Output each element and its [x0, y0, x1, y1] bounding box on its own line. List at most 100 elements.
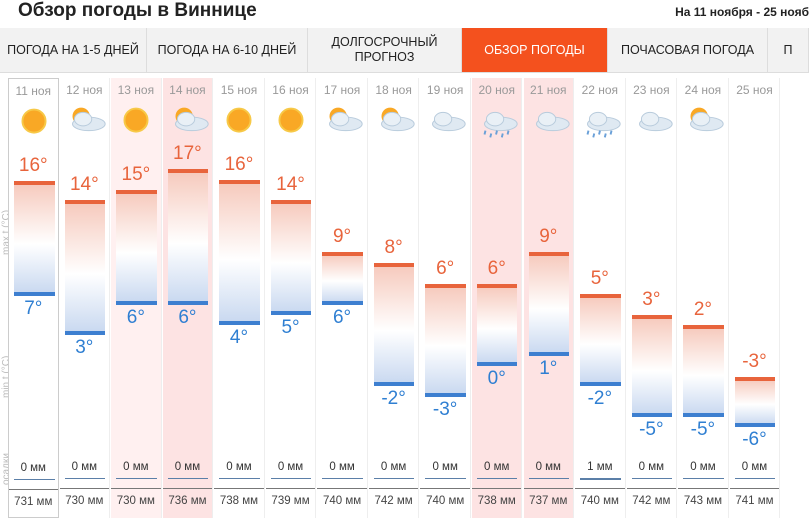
date: 18 ноя — [375, 83, 412, 97]
temp-bar — [167, 171, 209, 303]
precipitation: 0 мм — [484, 461, 510, 473]
max-line — [631, 314, 673, 319]
pressure: 730 мм — [65, 495, 104, 507]
min-line — [631, 413, 673, 417]
pressure: 741 мм — [735, 495, 774, 507]
min-line — [116, 300, 157, 305]
divider — [111, 488, 161, 489]
divider — [9, 489, 58, 490]
day-column: 21 ноя 9° 1° 0 мм 737 мм — [523, 78, 575, 518]
temp-bar — [580, 296, 621, 385]
max-temp: 14° — [276, 174, 305, 196]
date: 24 ноя — [684, 83, 722, 97]
max-temp: 16° — [224, 153, 254, 175]
day-column: 18 ноя 8° -2° 0 мм 742 мм — [368, 78, 420, 518]
max-temp: 8° — [384, 236, 403, 258]
max-line — [14, 180, 55, 185]
precipitation: 0 мм — [71, 461, 98, 473]
temp-bar — [270, 202, 312, 313]
pressure: 740 мм — [322, 495, 362, 507]
min-temp: 7° — [24, 297, 43, 319]
min-temp: -2° — [587, 388, 613, 410]
divider — [162, 488, 213, 489]
divider — [265, 488, 316, 489]
weather-icon — [163, 100, 213, 144]
temp-bar — [734, 379, 776, 426]
precipitation: 0 мм — [432, 461, 458, 473]
pressure: 730 мм — [116, 495, 155, 507]
max-line — [683, 325, 724, 330]
divider — [420, 488, 470, 489]
max-temp: 9° — [332, 226, 352, 248]
precipitation: 0 мм — [638, 461, 665, 473]
temp-bar — [14, 182, 55, 294]
max-line — [219, 179, 260, 184]
pressure: 738 мм — [219, 495, 259, 507]
max-temp: 14° — [69, 174, 99, 196]
tab[interactable]: ПОЧАСОВАЯ ПОГОДА — [608, 28, 768, 72]
day-column: 16 ноя 14° 5° 0 мм 739 мм — [265, 78, 317, 518]
pressure: 743 мм — [683, 495, 723, 507]
weather-icon — [575, 100, 625, 144]
min-line — [425, 392, 466, 397]
tab[interactable]: ПОГОДА НА 1-5 ДНЕЙ — [0, 28, 147, 72]
max-line — [64, 200, 106, 205]
max-line — [580, 294, 621, 298]
precip-line — [734, 478, 776, 479]
pressure: 740 мм — [580, 495, 619, 507]
date: 25 ноя — [736, 83, 773, 97]
min-temp: 4° — [229, 327, 249, 349]
tab[interactable]: ПОГОДА НА 6-10 ДНЕЙ — [147, 28, 308, 72]
max-line — [425, 283, 466, 288]
precipitation: 0 мм — [329, 461, 355, 473]
divider — [729, 488, 780, 489]
precipitation: 0 мм — [277, 461, 304, 473]
day-column: 13 ноя 15° 6° 0 мм 730 мм — [111, 78, 162, 518]
day-column: 22 ноя 5° -2° 1 мм 740 мм — [575, 78, 626, 518]
temp-bar — [476, 285, 518, 364]
date: 23 ноя — [633, 83, 670, 97]
weather-icon — [420, 100, 470, 144]
min-temp: 6° — [126, 306, 145, 328]
min-line — [683, 413, 724, 417]
weather-icon — [266, 100, 316, 144]
tab[interactable]: П — [768, 28, 809, 72]
precipitation: 0 мм — [690, 461, 716, 473]
weather-icon — [317, 100, 367, 144]
divider — [368, 488, 419, 489]
precip-line — [425, 478, 466, 479]
max-temp: 9° — [539, 226, 558, 248]
min-line — [167, 300, 209, 305]
divider — [317, 488, 367, 489]
max-temp: 17° — [173, 143, 202, 165]
pressure: 742 мм — [374, 495, 413, 507]
min-temp: -2° — [381, 388, 406, 410]
precip-line — [116, 478, 157, 479]
date: 15 ноя — [220, 83, 258, 97]
title: Обзор погоды в Виннице — [18, 0, 257, 21]
min-line — [476, 362, 518, 366]
date: 11 ноя — [15, 84, 52, 98]
pressure: 731 мм — [14, 496, 53, 508]
precipitation: 0 мм — [20, 462, 46, 474]
day-column: 24 ноя 2° -5° 0 мм 743 мм — [678, 78, 729, 518]
max-line — [116, 190, 157, 194]
min-line — [322, 300, 363, 305]
max-line — [270, 200, 312, 205]
precipitation: 0 мм — [380, 461, 407, 473]
divider — [575, 488, 625, 489]
min-line — [270, 311, 312, 315]
day-column: 14 ноя 17° 6° 0 мм 736 мм — [162, 78, 214, 518]
min-temp: 6° — [178, 306, 197, 328]
date: 14 ноя — [169, 83, 206, 97]
min-temp: -5° — [639, 419, 664, 440]
tab[interactable]: ДОЛГОСРОЧНЫЙ ПРОГНОЗ — [308, 28, 462, 72]
min-temp: -3° — [432, 398, 458, 420]
precipitation: 0 мм — [123, 461, 149, 473]
temp-bar — [322, 254, 363, 303]
tab[interactable]: ОБЗОР ПОГОДЫ — [462, 28, 608, 72]
date: 16 ноя — [272, 83, 309, 97]
max-line — [167, 169, 209, 174]
divider — [59, 488, 110, 489]
